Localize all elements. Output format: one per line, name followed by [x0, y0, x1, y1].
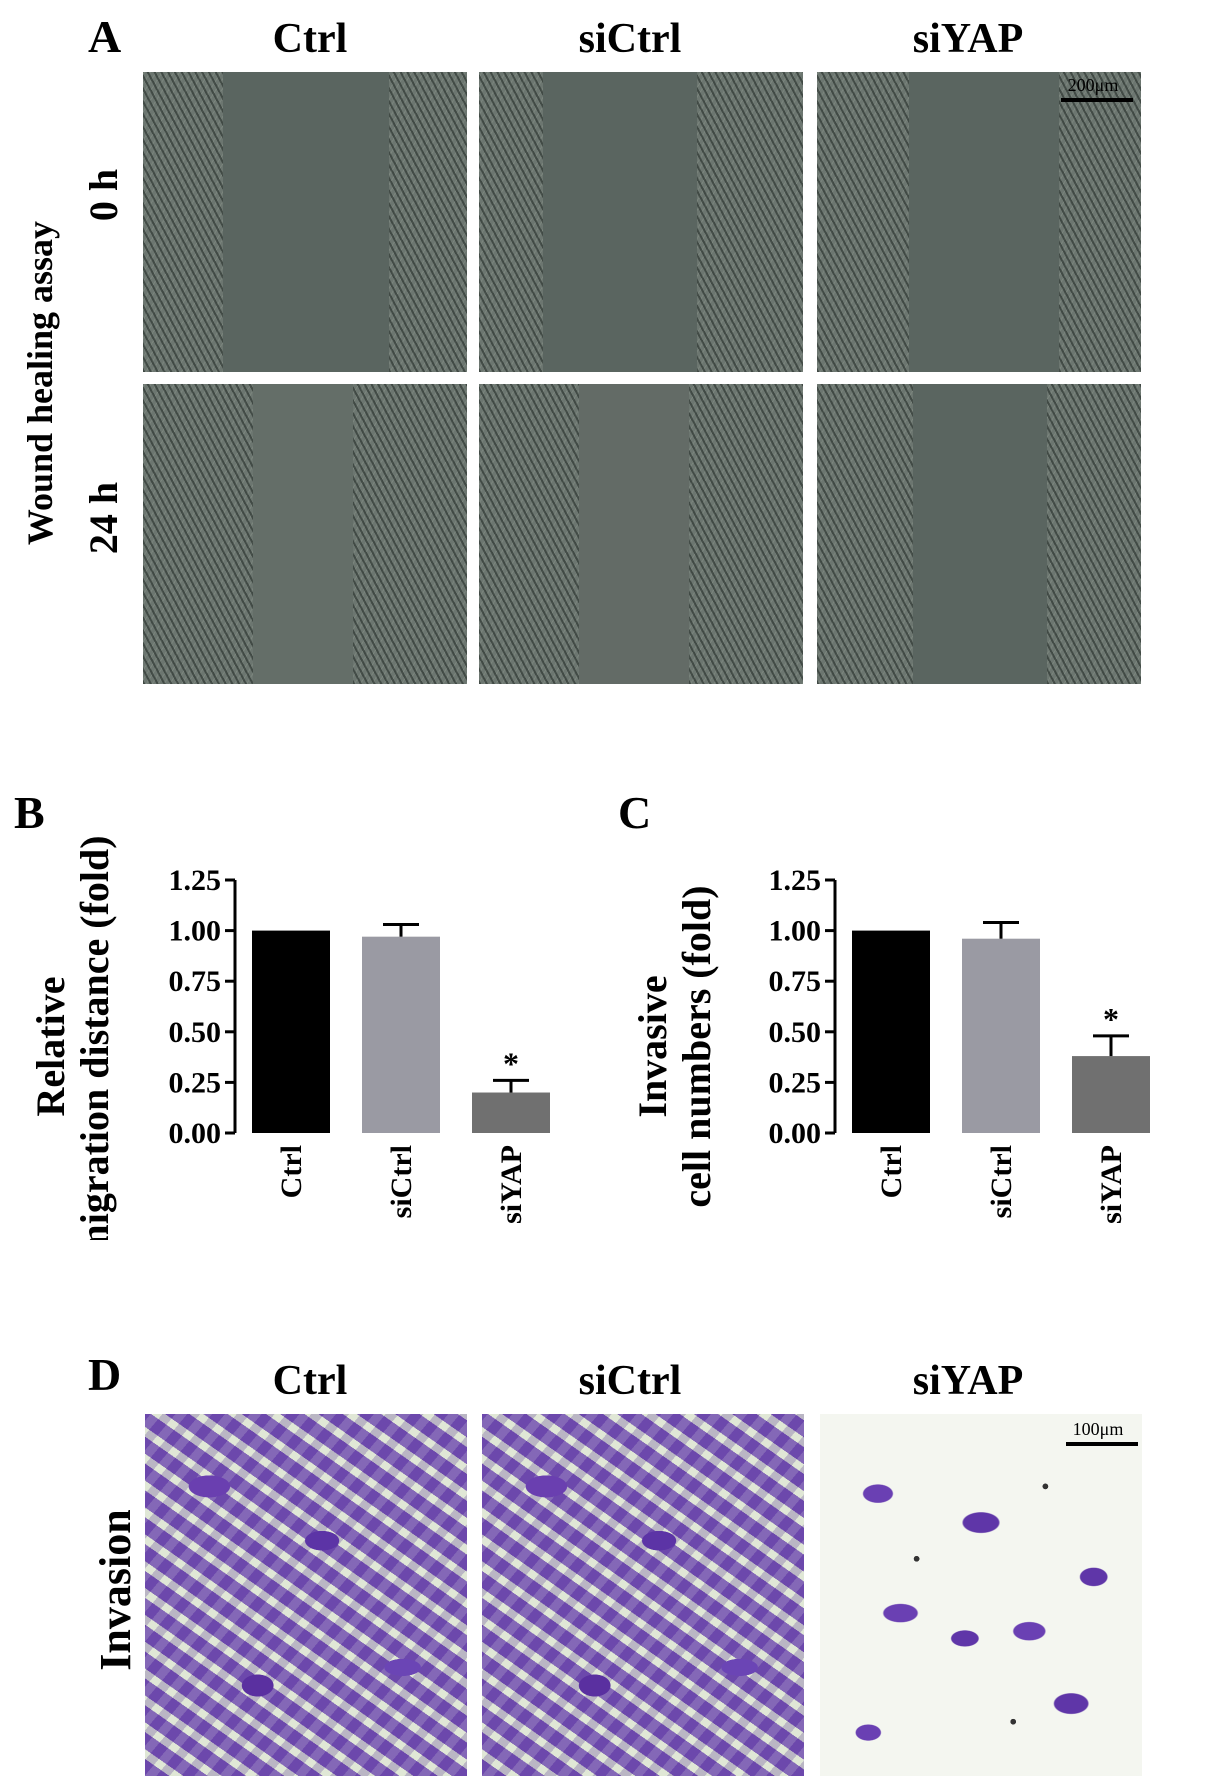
- invasion-image-sictrl: [482, 1414, 804, 1776]
- row-label-0h: 0 h: [81, 168, 126, 222]
- category-label: siYAP: [495, 1145, 528, 1224]
- row-label-24h: 24 h: [81, 481, 126, 555]
- scale-bar-label-d: 100μm: [1072, 1419, 1124, 1439]
- y-axis-title-line: cell numbers (fold): [674, 885, 719, 1207]
- wound-image-siyap-24h: [817, 384, 1141, 684]
- y-axis-title-line: Relative: [28, 977, 73, 1117]
- wound-image-ctrl-0h: [143, 72, 467, 372]
- wound-image-sictrl-0h: [479, 72, 803, 372]
- bar: [472, 1092, 550, 1133]
- y-tick-label: 0.25: [169, 1066, 222, 1099]
- y-tick-label: 0.25: [769, 1066, 822, 1099]
- wound-image-ctrl-24h: [143, 384, 467, 684]
- column-label-siyap: siYAP: [912, 16, 1024, 62]
- bar: [852, 930, 930, 1133]
- column-label-ctrl: Ctrl: [272, 16, 348, 62]
- y-axis-title-line: migration distance (fold): [72, 835, 117, 1240]
- category-label: Ctrl: [275, 1145, 308, 1198]
- column-label-sictrl-d: siCtrl: [578, 1358, 682, 1404]
- y-tick-label: 0.00: [169, 1117, 222, 1150]
- bar: [1072, 1056, 1150, 1133]
- y-tick-label: 0.75: [169, 965, 222, 998]
- panel-letter-a: A: [88, 11, 122, 62]
- bar: [962, 938, 1040, 1133]
- panel-letter-d: D: [88, 1349, 122, 1400]
- column-label-ctrl-d: Ctrl: [272, 1358, 348, 1404]
- y-tick-label: 0.75: [769, 965, 822, 998]
- column-label-sictrl: siCtrl: [578, 16, 682, 62]
- category-label: siCtrl: [385, 1145, 418, 1218]
- wound-image-siyap-0h: 200μm: [817, 72, 1141, 372]
- wound-image-sictrl-24h: [479, 384, 803, 684]
- category-label: siYAP: [1095, 1145, 1128, 1224]
- y-tick-label: 0.00: [769, 1117, 822, 1150]
- chart-b: 0.00 0.25 0.50 0.75 1.00 1.25 Relative migratio…: [28, 835, 550, 1240]
- y-tick-label: 0.50: [769, 1016, 822, 1049]
- row-label-invasion: Invasion: [91, 1509, 140, 1671]
- y-axis-title-line: Invasive: [630, 975, 675, 1117]
- y-tick-label: 1.25: [169, 864, 222, 897]
- column-label-siyap-d: siYAP: [912, 1358, 1024, 1404]
- invasion-image-ctrl: [145, 1414, 467, 1776]
- assay-label: Wound healing assay: [20, 220, 60, 546]
- bar-charts-svg: 0.00 0.25 0.50 0.75 1.00 1.25 Relative migratio…: [28, 835, 1150, 1240]
- panel-letter-c: C: [618, 787, 652, 838]
- category-label: siCtrl: [985, 1145, 1018, 1218]
- y-tick-label: 1.25: [769, 864, 822, 897]
- invasion-image-siyap: 100μm: [820, 1414, 1142, 1776]
- category-label: Ctrl: [875, 1145, 908, 1198]
- scale-bar-a: [1061, 98, 1133, 102]
- chart-c: 0.00 0.25 0.50 0.75 1.00 1.25 Invasive cell num…: [630, 864, 1150, 1224]
- bar: [362, 936, 440, 1133]
- panel-letter-b: B: [14, 787, 45, 838]
- scale-bar-label-a: 200μm: [1067, 75, 1119, 95]
- y-tick-label: 0.50: [169, 1016, 222, 1049]
- significance-marker: *: [503, 1045, 519, 1081]
- y-tick-label: 1.00: [769, 915, 822, 948]
- significance-marker: *: [1103, 1001, 1119, 1037]
- y-tick-label: 1.00: [169, 915, 222, 948]
- scale-bar-d: [1066, 1442, 1138, 1446]
- bar: [252, 930, 330, 1133]
